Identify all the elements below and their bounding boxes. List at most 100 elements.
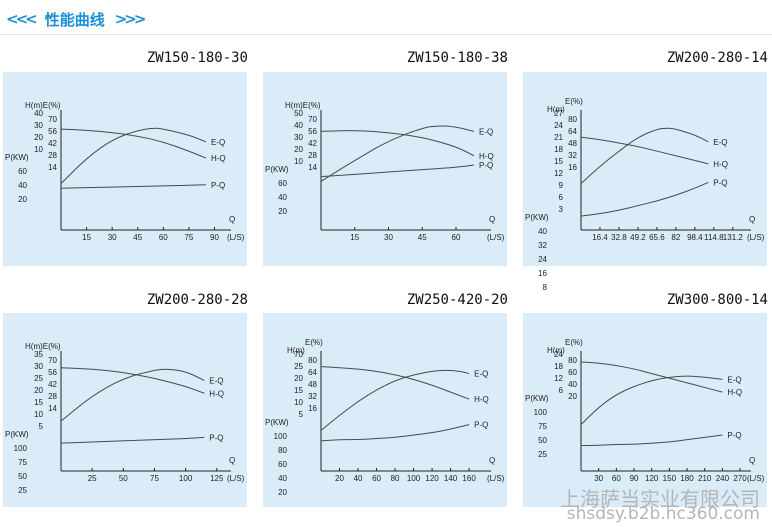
series-label-pq: P-Q (713, 178, 727, 187)
x-tick-label: 15 (82, 233, 91, 242)
series-label-eq: E-Q (209, 377, 223, 386)
h-tick-label: 10 (34, 145, 43, 154)
y-axis-label-p: P(KW) (265, 165, 289, 174)
x-tick-label: 240 (716, 474, 730, 483)
series-line-eq (320, 125, 475, 182)
x-tick-label: 25 (88, 474, 97, 483)
p-tick-label: 20 (278, 207, 287, 216)
x-tick-label: 90 (630, 474, 639, 483)
e-tick-label: 32 (568, 151, 577, 160)
y-axis-label-p: P(KW) (525, 213, 549, 222)
chart-title-zw200-280-28: ZW200-280-28 (146, 292, 248, 308)
chevron-left-icon: <<< (6, 10, 38, 28)
x-axis-unit: (L/S) (747, 233, 765, 242)
e-tick-label: 60 (568, 368, 577, 377)
y-axis-label-h-e: H(m)E(%) (285, 101, 321, 110)
x-tick-label: 49.2 (630, 233, 646, 242)
series-label-pq: P-Q (209, 433, 223, 442)
x-axis-letter: Q (749, 215, 755, 224)
p-tick-label: 60 (278, 460, 287, 469)
chart-svg-zw150-180-38: 15 30 45 60 Q (L/S) H(m)E(%)50 40 30 20 10 70 56 42 28… (265, 101, 505, 242)
h-tick-label: 5 (39, 422, 44, 431)
e-tick-label: 32 (308, 392, 317, 401)
h-tick-label: 20 (34, 386, 43, 395)
p-tick-label: 60 (18, 167, 27, 176)
section-title: 性能曲线 (44, 10, 105, 29)
series-line-hq (320, 130, 475, 157)
x-tick-label: 100 (407, 474, 421, 483)
p-tick-label: 20 (278, 488, 287, 497)
h-tick-label: 18 (554, 145, 563, 154)
h-tick-label: 12 (554, 374, 563, 383)
h-tick-label: 15 (554, 157, 563, 166)
e-tick-label: 14 (48, 404, 57, 413)
h-tick-label: 6 (559, 386, 564, 395)
series-label-pq: P-Q (474, 421, 488, 430)
x-tick-label: 98.4 (687, 233, 703, 242)
series-line-eq (580, 375, 723, 425)
p-tick-label: 20 (18, 195, 27, 204)
series-line-pq (320, 164, 475, 178)
x-tick-label: 210 (698, 474, 712, 483)
h-tick-label: 20 (294, 374, 303, 383)
series-line-pq (320, 424, 470, 442)
chart-panel-zw150-180-38: 15 30 45 60 Q (L/S) H(m)E(%) 50 40 30 20 10 70 56 42 28… (263, 72, 507, 266)
h-tick-label: 27 (554, 109, 563, 118)
x-tick-label: 75 (150, 474, 159, 483)
e-tick-label: 80 (568, 356, 577, 365)
h-tick-label: 20 (294, 145, 303, 154)
p-tick-label: 40 (18, 181, 27, 190)
x-axis-letter: Q (489, 456, 495, 465)
p-tick-label: 40 (278, 193, 287, 202)
p-tick-label: 50 (18, 472, 27, 481)
e-tick-label: 70 (48, 115, 57, 124)
x-tick-label: 80 (391, 474, 400, 483)
x-tick-label: 65.6 (649, 233, 665, 242)
x-tick-label: 90 (210, 233, 219, 242)
h-tick-label: 25 (294, 362, 303, 371)
e-tick-label: 28 (48, 392, 57, 401)
e-tick-label: 48 (568, 139, 577, 148)
h-tick-label: 24 (554, 121, 563, 130)
h-tick-label: 12 (554, 169, 563, 178)
x-tick-label: 125 (210, 474, 224, 483)
y-axis-label-e: E(%) (305, 338, 323, 347)
series-line-eq (580, 127, 709, 184)
e-tick-label: 70 (48, 356, 57, 365)
chart-svg-zw150-180-30: 15 30 45 60 75 90Q(L/S)H(m)E(%)40302010705642… (5, 101, 245, 242)
series-line-hq (60, 367, 205, 394)
x-axis-letter: Q (229, 456, 235, 465)
series-line-pq (60, 184, 206, 189)
x-axis-unit: (L/S) (227, 233, 245, 242)
y-axis-label-p: P(KW) (5, 153, 29, 162)
chart-panel-zw300-800-14: 30 60 90 120 150 180 210 240 270 Q (L/S) H(m) E(%) 24… (523, 313, 767, 507)
chart-title-zw250-420-20: ZW250-420-20 (406, 292, 508, 308)
x-tick-label: 20 (335, 474, 344, 483)
h-tick-label: 70 (294, 350, 303, 359)
series-line-pq (580, 181, 709, 217)
h-tick-label: 40 (294, 121, 303, 130)
p-tick-label: 50 (538, 436, 547, 445)
series-line-hq (320, 366, 470, 400)
p-tick-label: 25 (18, 486, 27, 495)
y-axis-label-h: H(m) (287, 346, 305, 355)
chart-title-zw300-800-14: ZW300-800-14 (666, 292, 768, 308)
series-label-hq: H-Q (727, 388, 742, 397)
x-tick-label: 50 (119, 474, 128, 483)
chart-title-zw150-180-38: ZW150-180-38 (406, 50, 508, 66)
h-tick-label: 24 (554, 350, 563, 359)
h-tick-label: 10 (294, 398, 303, 407)
series-line-hq (580, 136, 709, 165)
x-axis-letter: Q (749, 456, 755, 465)
h-tick-label: 18 (554, 362, 563, 371)
series-label-hq: H-Q (479, 152, 494, 161)
p-tick-label: 60 (278, 179, 287, 188)
series-line-eq (60, 368, 205, 422)
y-axis-label-p: P(KW) (525, 394, 549, 403)
series-label-hq: H-Q (474, 395, 489, 404)
x-axis-unit: (L/S) (227, 474, 245, 483)
x-tick-label: 75 (184, 233, 193, 242)
x-tick-label: 60 (612, 474, 621, 483)
x-axis-unit: (L/S) (487, 474, 505, 483)
p-tick-label: 80 (278, 446, 287, 455)
